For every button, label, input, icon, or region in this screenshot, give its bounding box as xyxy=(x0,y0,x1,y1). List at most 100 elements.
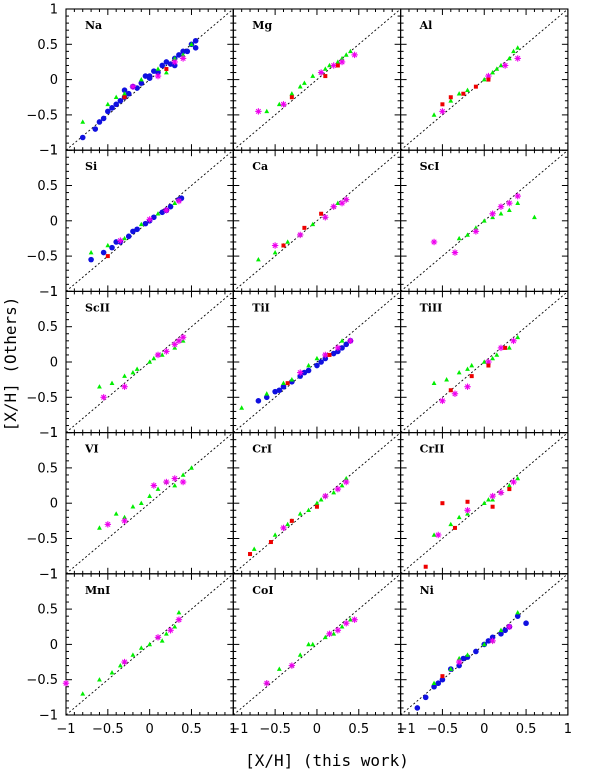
panel-title: CrI xyxy=(252,443,272,456)
data-point-magenta-asterisk xyxy=(288,662,296,669)
data-point-green-triangle xyxy=(172,482,178,488)
data-point-green-triangle xyxy=(494,352,500,357)
data-point-magenta-asterisk xyxy=(163,348,170,355)
data-point-green-triangle xyxy=(97,525,102,530)
data-point-red-square xyxy=(281,243,286,248)
data-point-magenta-asterisk xyxy=(510,478,517,486)
y-tick-label: 1 xyxy=(50,567,58,582)
data-point-green-triangle xyxy=(289,91,295,96)
data-point-green-triangle xyxy=(515,45,521,50)
data-point-magenta-asterisk xyxy=(455,658,463,666)
data-point-magenta-asterisk xyxy=(62,680,70,687)
data-point-green-triangle xyxy=(147,359,153,364)
data-point-green-triangle xyxy=(335,200,341,205)
data-point-blue-circle xyxy=(130,228,136,235)
y-tick-label: 1 xyxy=(50,426,58,441)
data-point-green-triangle xyxy=(431,380,437,385)
x-tick-label: −1 xyxy=(229,722,248,737)
data-point-magenta-asterisk xyxy=(351,51,358,59)
data-point-blue-circle xyxy=(88,256,94,263)
data-point-red-square xyxy=(490,504,495,509)
data-point-magenta-asterisk xyxy=(334,627,342,634)
data-point-blue-circle xyxy=(280,383,287,390)
panel-coi: CoI −1 −0.5 0 0.5 1 xyxy=(229,573,405,737)
data-point-green-triangle xyxy=(80,119,86,124)
data-point-magenta-asterisk xyxy=(506,623,513,630)
y-tick-label: 1 xyxy=(50,285,58,300)
data-point-red-square xyxy=(440,501,445,506)
y-tick-label: 0 xyxy=(50,214,58,229)
data-point-magenta-asterisk xyxy=(179,334,187,341)
y-tick-label: 1 xyxy=(50,144,58,159)
data-point-green-triangle xyxy=(297,511,303,516)
data-point-green-triangle xyxy=(172,200,178,205)
data-point-green-triangle xyxy=(481,77,487,82)
one-to-one-line xyxy=(233,149,401,292)
data-point-magenta-asterisk xyxy=(121,517,128,525)
panel-crii: CrII xyxy=(400,432,569,575)
data-point-blue-circle xyxy=(109,244,115,251)
data-point-blue-circle xyxy=(96,119,103,125)
data-point-green-triangle xyxy=(176,610,182,615)
data-point-green-triangle xyxy=(465,366,470,371)
data-point-blue-circle xyxy=(109,105,115,111)
data-point-green-triangle xyxy=(310,73,316,78)
data-point-green-triangle xyxy=(130,504,136,509)
data-point-red-square xyxy=(486,77,491,82)
panel-ca: Ca xyxy=(232,149,402,292)
data-point-green-triangle xyxy=(97,384,102,389)
data-point-green-triangle xyxy=(122,91,127,96)
data-point-blue-circle xyxy=(330,350,337,357)
data-point-green-triangle xyxy=(189,465,194,470)
one-to-one-line xyxy=(65,432,234,575)
panel-grid: Na −1 −0.5 0 0.5 1 Mg Al Si −1 −0.5 0 0.5 1 Ca ScI ScII −… xyxy=(26,3,572,738)
x-tick-label: −0.5 xyxy=(427,722,459,737)
panel-title: MnI xyxy=(85,584,110,597)
panel-si: Si −1 −0.5 0 0.5 1 xyxy=(26,144,234,300)
data-point-green-triangle xyxy=(318,497,324,502)
data-point-magenta-asterisk xyxy=(317,69,325,76)
data-point-red-square xyxy=(503,345,508,350)
data-point-red-square xyxy=(469,374,474,379)
data-point-green-triangle xyxy=(506,345,512,350)
data-point-magenta-asterisk xyxy=(330,203,337,210)
data-point-magenta-asterisk xyxy=(280,101,287,108)
data-point-magenta-asterisk xyxy=(171,58,178,66)
one-to-one-line xyxy=(233,573,401,716)
data-point-magenta-asterisk xyxy=(334,485,342,493)
data-point-magenta-asterisk xyxy=(506,199,513,207)
data-point-red-square xyxy=(448,388,453,393)
data-point-magenta-asterisk xyxy=(472,228,480,235)
data-point-magenta-asterisk xyxy=(100,394,107,401)
data-point-green-triangle xyxy=(444,377,450,382)
data-point-green-triangle xyxy=(456,91,462,96)
data-point-green-triangle xyxy=(302,80,307,85)
data-point-blue-circle xyxy=(105,108,111,115)
data-point-red-square xyxy=(423,564,428,569)
y-tick-label: 0 xyxy=(50,638,58,653)
data-point-green-triangle xyxy=(498,211,504,216)
data-point-red-square xyxy=(440,102,445,107)
data-point-green-triangle xyxy=(465,232,470,237)
data-point-green-triangle xyxy=(469,362,475,368)
data-point-green-triangle xyxy=(163,631,169,636)
data-point-red-square xyxy=(440,674,445,679)
x-tick-label: 1 xyxy=(229,722,237,737)
data-point-green-triangle xyxy=(285,239,291,244)
data-point-magenta-asterisk xyxy=(464,383,471,390)
data-point-blue-circle xyxy=(142,73,149,79)
data-point-green-triangle xyxy=(297,84,303,89)
panel-title: Mg xyxy=(252,19,272,32)
data-point-magenta-asterisk xyxy=(351,616,358,623)
y-tick-label: −0.5 xyxy=(26,250,58,265)
data-point-magenta-asterisk xyxy=(171,475,178,482)
y-tick-label: 0.5 xyxy=(37,38,58,53)
data-point-green-triangle xyxy=(306,362,311,368)
data-point-green-triangle xyxy=(122,373,127,378)
data-point-green-triangle xyxy=(306,641,311,647)
data-point-blue-circle xyxy=(138,80,145,86)
data-point-green-triangle xyxy=(147,493,153,498)
data-point-magenta-asterisk xyxy=(175,197,183,205)
data-point-blue-circle xyxy=(184,48,191,55)
data-point-red-square xyxy=(164,67,169,72)
